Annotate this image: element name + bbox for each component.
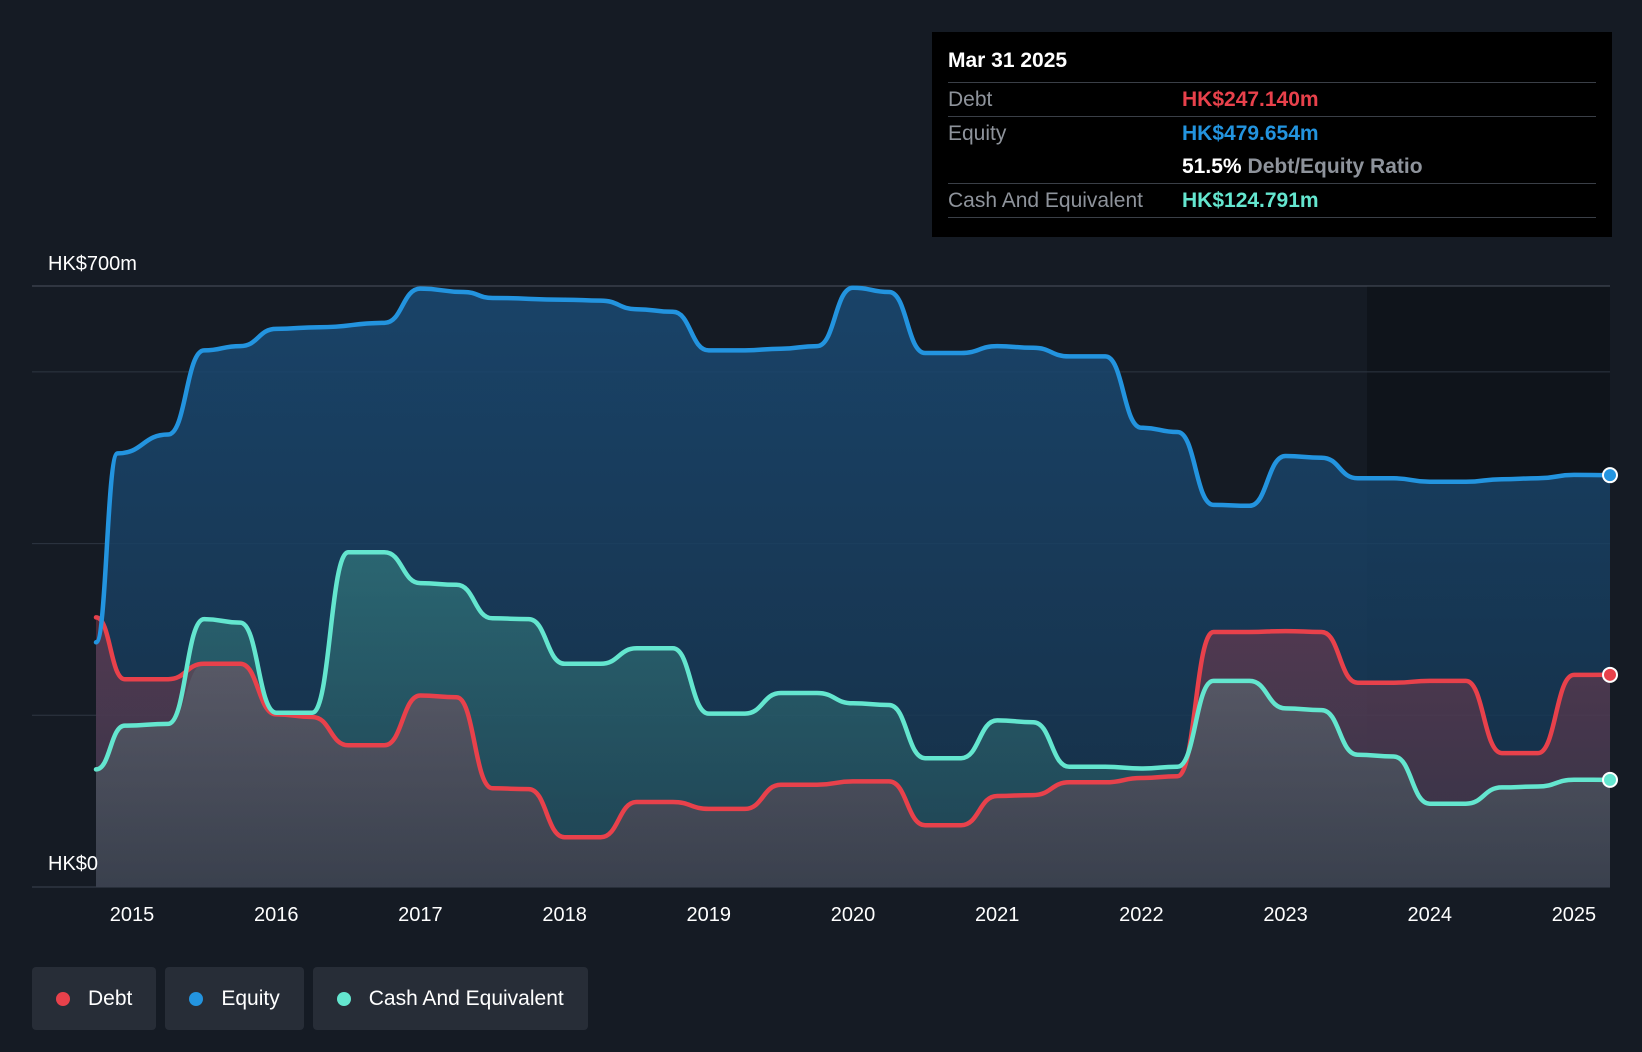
tooltip-cash-value: HK$124.791m [1182,189,1319,212]
series-lines [93,285,1613,840]
x-tick-2015: 2015 [110,904,155,926]
x-tick-2022: 2022 [1119,904,1164,926]
tooltip-equity-label: Equity [948,122,1007,145]
legend-equity-label: Equity [221,986,280,1010]
tooltip-panel: Mar 31 2025 Debt HK$247.140m Equity HK$4… [932,32,1612,237]
legend-item-debt[interactable]: Debt [32,967,157,1030]
line-equity [93,285,1613,645]
tooltip-cash-label: Cash And Equivalent [948,189,1143,212]
y-axis-top-label: HK$700m [48,253,137,275]
line-debt [93,615,1613,840]
tooltip-debt-value: HK$247.140m [1182,88,1319,111]
x-tick-2021: 2021 [975,904,1020,926]
x-tick-2020: 2020 [831,904,876,926]
x-tick-2016: 2016 [254,904,299,926]
line-cash-and-equivalent [93,549,1613,806]
x-tick-2017: 2017 [398,904,443,926]
tooltip-ratio-value: 51.5% [1182,155,1242,178]
series-endpoints [1602,467,1618,788]
tooltip-row-cash: Cash And Equivalent HK$124.791m [948,184,1596,218]
tooltip-ratio-label: Debt/Equity Ratio [1247,155,1423,178]
x-axis-ticks: 2015 2016 2017 2018 2019 2020 2021 2022 2023 2024… [110,904,1596,926]
chart-legend: Debt Equity Cash And Equivalent [32,967,588,1030]
legend-debt-label: Debt [88,986,133,1010]
x-tick-2023: 2023 [1263,904,1308,926]
x-tick-2018: 2018 [542,904,587,926]
tooltip-debt-label: Debt [948,88,993,111]
x-tick-2019: 2019 [687,904,732,926]
endpoint-equity [1602,467,1618,484]
endpoint-debt [1602,666,1618,683]
legend-item-cash[interactable]: Cash And Equivalent [312,967,588,1030]
area-overlap [96,663,1610,887]
debt-dot-icon [56,991,70,1006]
tooltip-row-equity: Equity HK$479.654m [948,117,1596,150]
endpoint-cash-and-equivalent [1602,771,1618,788]
legend-cash-label: Cash And Equivalent [368,986,564,1010]
equity-dot-icon [189,991,204,1006]
tooltip-row-ratio: 51.5% Debt/Equity Ratio [948,150,1596,184]
tooltip-date: Mar 31 2025 [948,48,1596,83]
tooltip-equity-value: HK$479.654m [1182,122,1319,145]
x-tick-2024: 2024 [1408,904,1453,926]
legend-item-equity[interactable]: Equity [165,967,304,1030]
tooltip-row-debt: Debt HK$247.140m [948,83,1596,117]
x-tick-2025: 2025 [1552,904,1597,926]
y-axis-bottom-label: HK$0 [48,853,98,875]
cash-dot-icon [336,991,351,1006]
